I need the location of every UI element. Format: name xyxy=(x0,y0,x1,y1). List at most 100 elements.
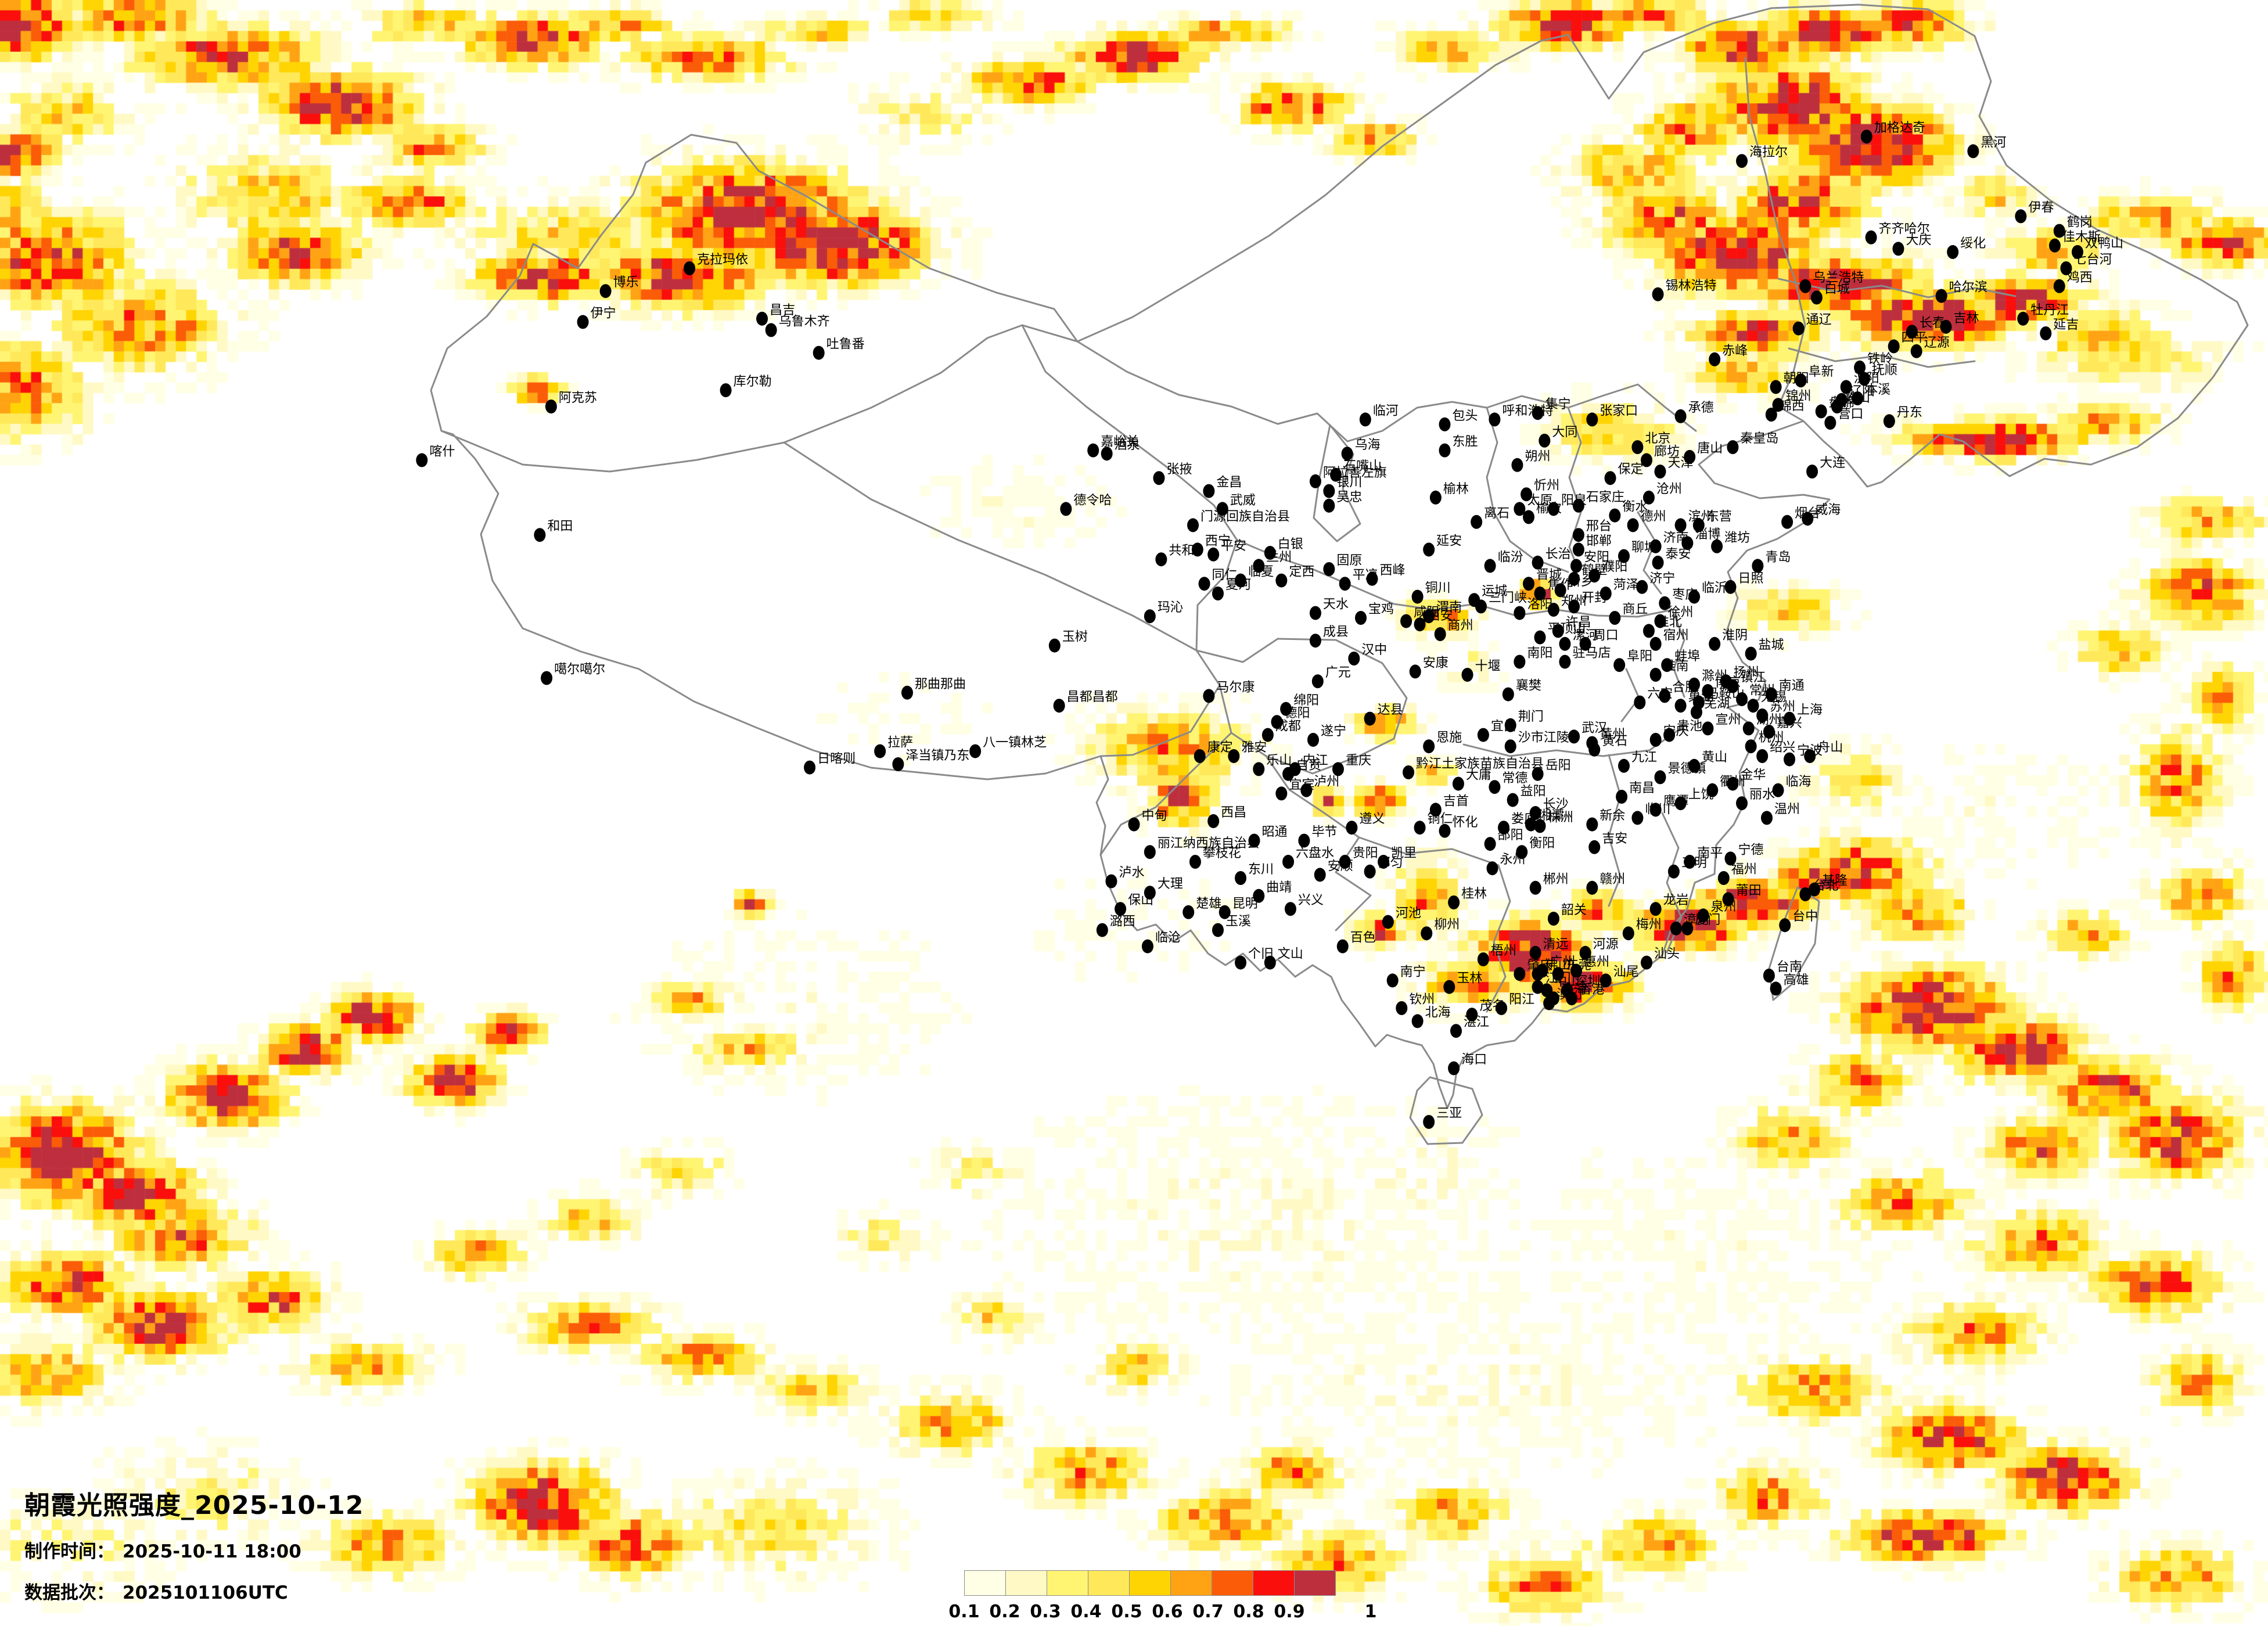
city-label: 邯郸 xyxy=(1586,534,1612,548)
city-dot xyxy=(1736,154,1748,168)
city-dot xyxy=(1105,874,1117,888)
city-label: 共和 xyxy=(1169,544,1194,558)
city-dot xyxy=(1568,571,1580,586)
city-label: 张掖 xyxy=(1166,462,1192,477)
city-label: 东川 xyxy=(1248,862,1274,877)
city-label: 昌吉 xyxy=(770,303,795,318)
city-label: 长治 xyxy=(1545,547,1571,562)
national-boundary xyxy=(430,3,2249,1109)
city-label: 齐齐哈尔 xyxy=(1879,222,1930,236)
city-label: 三亚 xyxy=(1436,1106,1462,1121)
city-dot xyxy=(1860,129,1872,144)
legend-swatch xyxy=(1129,1570,1171,1596)
city-dot xyxy=(813,346,825,360)
city-label: 临川 xyxy=(1645,802,1670,816)
city-dot xyxy=(1096,923,1108,937)
city-label: 平顶山 xyxy=(1547,622,1586,636)
city-label: 成县 xyxy=(1323,625,1349,639)
city-label: 衡水 xyxy=(1622,500,1648,515)
city-dot xyxy=(1854,360,1866,375)
city-dot xyxy=(1784,711,1796,726)
city-dot xyxy=(1815,404,1827,419)
city-dot xyxy=(1702,684,1714,698)
city-dot xyxy=(1423,542,1435,557)
city-dot xyxy=(1688,677,1701,692)
city-label: 基隆 xyxy=(1822,874,1848,888)
city-dot xyxy=(1600,587,1612,600)
city-label: 本溪 xyxy=(1865,383,1890,397)
city-label: 江门 xyxy=(1545,972,1571,986)
city-dot xyxy=(684,261,696,275)
city-label: 柳州 xyxy=(1434,918,1460,932)
city-label: 白银 xyxy=(1278,537,1303,552)
city-label: 锡林浩特 xyxy=(1666,279,1717,293)
city-dot xyxy=(1824,416,1836,430)
city-label: 梅州 xyxy=(1636,918,1662,932)
city-dot xyxy=(1588,742,1601,757)
city-dot xyxy=(1765,687,1777,702)
city-dot xyxy=(1198,577,1210,591)
city-dot xyxy=(1532,406,1544,420)
city-label: 固原 xyxy=(1336,553,1362,568)
city-label: 淮南 xyxy=(1663,659,1689,674)
city-label: 重庆 xyxy=(1346,753,1371,768)
city-label: 加格达奇 xyxy=(1874,121,1925,135)
city-dot xyxy=(1600,973,1612,988)
city-dot xyxy=(1572,498,1584,513)
city-dot xyxy=(1429,490,1442,505)
city-label: 洛阳 xyxy=(1527,598,1552,612)
city-label: 青岛 xyxy=(1765,550,1791,564)
city-dot xyxy=(1779,918,1791,933)
city-label: 新乡 xyxy=(1568,574,1594,589)
city-dot xyxy=(1552,624,1564,638)
city-dot xyxy=(1212,923,1224,937)
city-dot xyxy=(545,400,557,413)
city-label: 泸水 xyxy=(1119,866,1144,880)
city-dot xyxy=(1649,636,1662,651)
city-dot xyxy=(1652,555,1664,570)
city-dot xyxy=(1609,611,1621,625)
city-dot xyxy=(1534,587,1546,600)
city-dot xyxy=(1622,926,1634,941)
city-label: 襄樊 xyxy=(1516,679,1541,693)
city-dot xyxy=(1348,652,1360,665)
city-label: 黄山 xyxy=(1702,750,1727,765)
city-dot xyxy=(1652,287,1664,301)
city-dot xyxy=(1742,721,1755,736)
legend-swatch xyxy=(1212,1570,1253,1596)
city-dot xyxy=(1307,733,1319,747)
city-label: 临河 xyxy=(1373,404,1399,418)
city-dot xyxy=(1586,817,1598,832)
city-dot xyxy=(1053,699,1065,713)
city-dot xyxy=(1128,817,1140,832)
city-dot xyxy=(1547,603,1559,617)
city-dot xyxy=(1323,562,1335,576)
city-label: 达县 xyxy=(1378,703,1403,718)
city-dot xyxy=(1298,833,1310,848)
city-dot xyxy=(1253,888,1265,903)
city-label: 嘉兴 xyxy=(1777,716,1802,731)
city-label: 西宁 xyxy=(1205,534,1231,548)
city-dot xyxy=(1910,344,1922,358)
city-label: 恩施 xyxy=(1436,731,1462,745)
city-label: 七台河 xyxy=(2073,253,2112,267)
city-dot xyxy=(1588,840,1601,854)
city-dot xyxy=(1060,502,1072,516)
city-label: 百色 xyxy=(1350,931,1376,945)
city-dot xyxy=(1502,687,1514,702)
city-dot xyxy=(416,453,428,467)
city-dot xyxy=(1865,230,1877,244)
city-dot xyxy=(1674,409,1687,423)
color-legend: 0.1 0.2 0.3 0.4 0.5 0.6 0.7 0.8 0.9 1 xyxy=(948,1570,1376,1622)
city-dot xyxy=(1809,882,1820,897)
city-label: 福州 xyxy=(1731,862,1757,877)
city-label: 扬州 xyxy=(1734,665,1759,680)
city-dot xyxy=(541,671,553,685)
city-dot xyxy=(1831,400,1843,413)
city-dot xyxy=(1452,776,1464,791)
hainan-island xyxy=(1409,1076,1483,1145)
city-dot xyxy=(577,315,589,329)
city-label: 潞西 xyxy=(1110,915,1135,929)
city-dot xyxy=(1667,864,1680,879)
city-dot xyxy=(1450,1024,1462,1038)
